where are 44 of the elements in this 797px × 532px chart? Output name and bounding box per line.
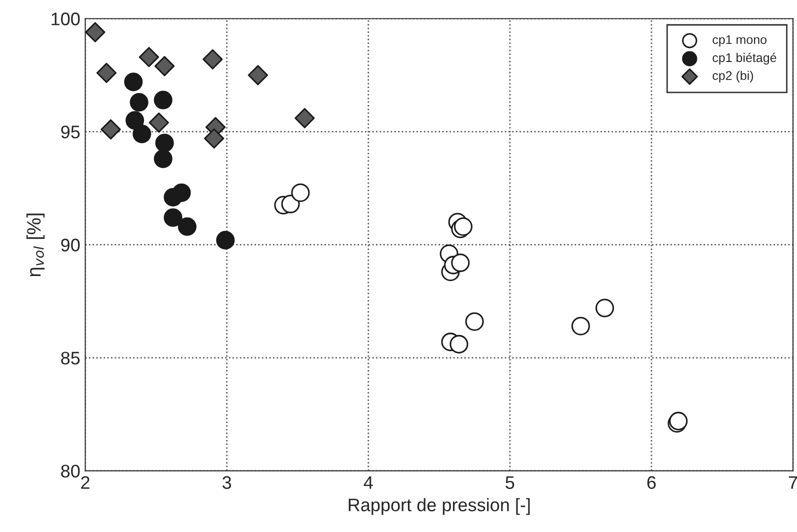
point (216, 230, 235, 250)
point (172, 183, 191, 202)
point (100, 119, 121, 140)
point (202, 49, 223, 70)
point (130, 93, 148, 112)
point (138, 46, 160, 68)
point (124, 72, 143, 92)
point (154, 150, 172, 168)
y-tick-label: 95 (61, 126, 80, 138)
point (595, 298, 614, 318)
point (132, 124, 152, 144)
x-tick-label: 5 (506, 476, 514, 489)
point (148, 112, 169, 133)
y-tick-label: 100 (52, 12, 80, 26)
legend-label: cp2 (bi) (712, 70, 754, 82)
point (450, 334, 468, 354)
point (154, 56, 175, 76)
y-tick-label: 90 (61, 238, 80, 252)
point (291, 183, 310, 202)
point (451, 254, 470, 272)
legend-label: cp1 biétagé (712, 52, 776, 65)
point (204, 128, 224, 149)
x-tick-label: 2 (81, 476, 90, 489)
legend-label: cp1 mono (712, 35, 767, 47)
point (178, 217, 196, 236)
x-axis-title: Rapport de pression [-] (348, 498, 530, 515)
y-axis-title: η$_{vol}$ [%] (26, 214, 45, 276)
point (248, 65, 268, 86)
point (154, 90, 172, 110)
point (85, 22, 106, 42)
point (281, 194, 300, 214)
x-tick-label: 6 (647, 476, 656, 489)
point (465, 312, 484, 331)
point (96, 62, 117, 83)
y-tick-label: 80 (61, 464, 80, 478)
point (126, 111, 144, 130)
x-tick-label: 3 (222, 476, 232, 489)
point (155, 134, 174, 152)
y-tick-label: 85 (61, 352, 80, 364)
point (294, 108, 315, 128)
point (164, 208, 182, 227)
point (571, 316, 590, 336)
x-tick-label: 4 (364, 476, 373, 489)
x-tick-label: 7 (788, 476, 797, 489)
